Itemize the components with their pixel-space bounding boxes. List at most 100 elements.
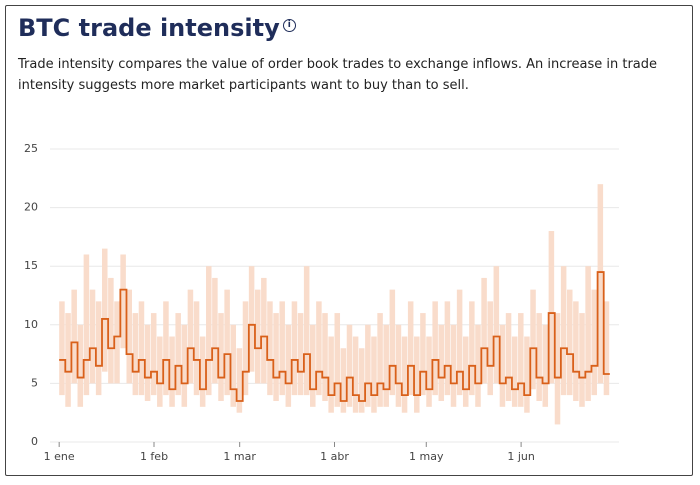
- range-band: [450, 324, 457, 407]
- range-band: [542, 324, 549, 407]
- range-band: [126, 289, 132, 384]
- y-tick-label: 5: [31, 376, 38, 389]
- range-band: [212, 277, 218, 384]
- range-band: [144, 324, 151, 401]
- range-band: [407, 301, 414, 396]
- range-band: [389, 289, 396, 396]
- range-band: [95, 301, 102, 396]
- range-band: [579, 313, 585, 407]
- x-tick-label: 1 feb: [140, 450, 168, 463]
- range-band: [334, 313, 341, 407]
- range-band: [573, 301, 579, 401]
- range-band: [401, 336, 408, 413]
- range-band: [291, 301, 298, 396]
- range-band: [481, 277, 487, 384]
- y-tick-label: 10: [24, 318, 38, 331]
- range-band: [273, 313, 279, 401]
- range-band: [65, 313, 71, 407]
- range-band: [554, 313, 561, 425]
- range-band: [102, 248, 108, 372]
- range-band: [218, 313, 224, 401]
- range-band: [597, 184, 604, 384]
- range-band: [157, 336, 163, 407]
- range-band: [456, 289, 463, 396]
- range-band: [150, 313, 157, 396]
- x-tick-label: 1 mar: [223, 450, 256, 463]
- range-band: [224, 289, 230, 396]
- range-band: [114, 301, 120, 384]
- range-band: [261, 277, 267, 384]
- range-band: [358, 348, 365, 413]
- range-band: [420, 313, 426, 396]
- range-band: [328, 336, 334, 413]
- x-tick-label: 1 may: [409, 450, 444, 463]
- range-band: [340, 348, 347, 413]
- range-band: [230, 324, 237, 407]
- title-row: BTC trade intensity i: [18, 14, 296, 42]
- x-tick-label: 1 abr: [320, 450, 349, 463]
- range-band: [83, 254, 90, 396]
- range-band: [377, 313, 383, 407]
- range-band: [310, 324, 316, 407]
- range-band: [254, 289, 261, 384]
- range-band: [242, 301, 249, 396]
- y-tick-label: 20: [24, 201, 38, 214]
- range-band: [524, 336, 530, 413]
- title: BTC trade intensity: [18, 14, 280, 42]
- range-band: [371, 336, 377, 413]
- range-band: [499, 324, 506, 407]
- range-band: [518, 313, 524, 407]
- range-band: [267, 301, 273, 396]
- range-band: [59, 301, 65, 396]
- range-band: [120, 254, 126, 349]
- range-band: [487, 301, 493, 396]
- range-band: [303, 266, 310, 396]
- x-tick-label: 1 ene: [44, 450, 75, 463]
- range-band: [206, 266, 212, 396]
- range-band: [297, 313, 304, 396]
- range-band: [71, 289, 77, 384]
- range-band: [432, 301, 438, 396]
- y-tick-label: 25: [24, 142, 38, 155]
- range-band: [199, 336, 206, 407]
- intensity-line: [59, 271, 610, 402]
- range-band: [505, 313, 512, 401]
- range-band: [585, 266, 591, 401]
- range-band: [279, 301, 285, 396]
- range-band: [426, 336, 432, 407]
- y-tick-label: 0: [31, 435, 38, 448]
- range-band: [560, 266, 567, 396]
- range-band: [548, 231, 555, 384]
- range-band: [193, 301, 200, 396]
- range-band: [383, 324, 389, 407]
- range-band: [395, 324, 402, 407]
- range-band: [236, 348, 243, 413]
- info-icon[interactable]: i: [282, 19, 296, 32]
- description: Trade intensity compares the value of or…: [18, 57, 657, 93]
- x-tick-label: 1 jun: [507, 450, 535, 463]
- range-band: [132, 313, 139, 396]
- range-band: [352, 336, 359, 413]
- range-band: [444, 301, 451, 396]
- range-band: [346, 324, 353, 407]
- range-band: [475, 324, 481, 407]
- range-band: [414, 336, 420, 413]
- range-band: [138, 301, 145, 396]
- range-band: [493, 266, 500, 384]
- range-band: [169, 336, 175, 407]
- range-band: [175, 313, 181, 396]
- range-band: [462, 336, 469, 407]
- range-band: [566, 289, 573, 396]
- range-band: [108, 277, 114, 384]
- range-band: [89, 289, 96, 384]
- range-band: [591, 289, 597, 396]
- range-band: [285, 324, 292, 407]
- range-band: [469, 301, 475, 396]
- range-band: [438, 324, 445, 401]
- range-band: [77, 324, 84, 407]
- range-band: [530, 289, 536, 390]
- range-band: [322, 313, 328, 401]
- card: BTC trade intensity i Trade intensity com…: [5, 5, 693, 476]
- range-band: [511, 336, 518, 407]
